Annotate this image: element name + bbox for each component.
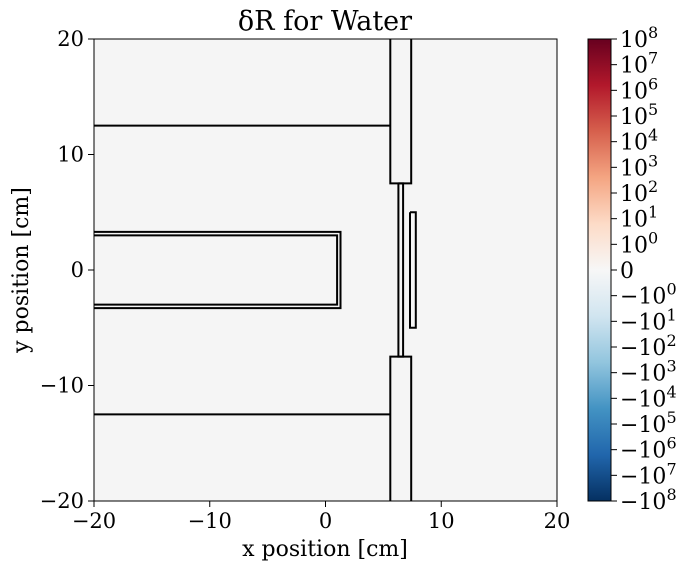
colorbar-tick-label: 102 — [620, 177, 658, 207]
colorbar-tick-label: −105 — [620, 408, 677, 438]
colorbar-tick-label: 100 — [620, 228, 658, 258]
outline-slit-plate — [397, 182, 405, 358]
colorbar-tick-label: −100 — [620, 280, 677, 310]
x-tick-label: 0 — [319, 509, 332, 533]
outline-detector — [409, 211, 417, 329]
colorbar-tick-label: 104 — [620, 126, 658, 156]
y-tick-label: −10 — [40, 374, 84, 398]
y-tick-label: −20 — [40, 489, 84, 513]
x-tick-label: −20 — [72, 509, 116, 533]
outline-beam-pipe-outer — [94, 230, 342, 310]
colorbar-tick-label: 0 — [620, 259, 634, 284]
plot-area — [93, 38, 558, 502]
chart-title: δR for Water — [238, 6, 412, 37]
colorbar-tick-label: −108 — [620, 485, 677, 515]
colorbar-tick-label: 107 — [620, 49, 658, 79]
colorbar: 1081071061051041031021011000−100−101−102… — [587, 23, 677, 515]
colorbar-gradient — [587, 38, 612, 502]
y-tick-label: 0 — [71, 258, 84, 282]
x-tick-label: −10 — [188, 509, 232, 533]
x-tick-label: 20 — [544, 509, 571, 533]
colorbar-tick-label: 105 — [620, 100, 658, 130]
colorbar-tick-label: 108 — [620, 23, 658, 53]
colorbar-tick-label: −101 — [620, 305, 677, 335]
geometry-outlines — [94, 39, 417, 501]
y-axis-label: y position [cm] — [9, 187, 34, 354]
outline-beam-pipe-inner — [94, 234, 339, 306]
colorbar-tick-label: −104 — [620, 382, 677, 412]
colorbar-tick-label: 106 — [620, 74, 658, 104]
y-axis: −20 −10 0 10 20 — [40, 27, 94, 513]
y-tick-label: 10 — [57, 143, 84, 167]
colorbar-tick-label: −107 — [620, 459, 677, 489]
colorbar-tick-label: −106 — [620, 434, 677, 464]
colorbar-tick-label: 103 — [620, 151, 658, 181]
colorbar-tick-label: 101 — [620, 203, 658, 233]
heatmap-field — [94, 39, 557, 501]
x-axis-label: x position [cm] — [242, 537, 408, 562]
x-axis: −20 −10 0 10 20 — [72, 501, 571, 533]
colorbar-ticks: 1081071061051041031021011000−100−101−102… — [611, 23, 677, 515]
colorbar-tick-label: −103 — [620, 357, 677, 387]
colorbar-tick-label: −102 — [620, 331, 677, 361]
x-tick-label: 10 — [428, 509, 455, 533]
y-tick-label: 20 — [57, 27, 84, 51]
